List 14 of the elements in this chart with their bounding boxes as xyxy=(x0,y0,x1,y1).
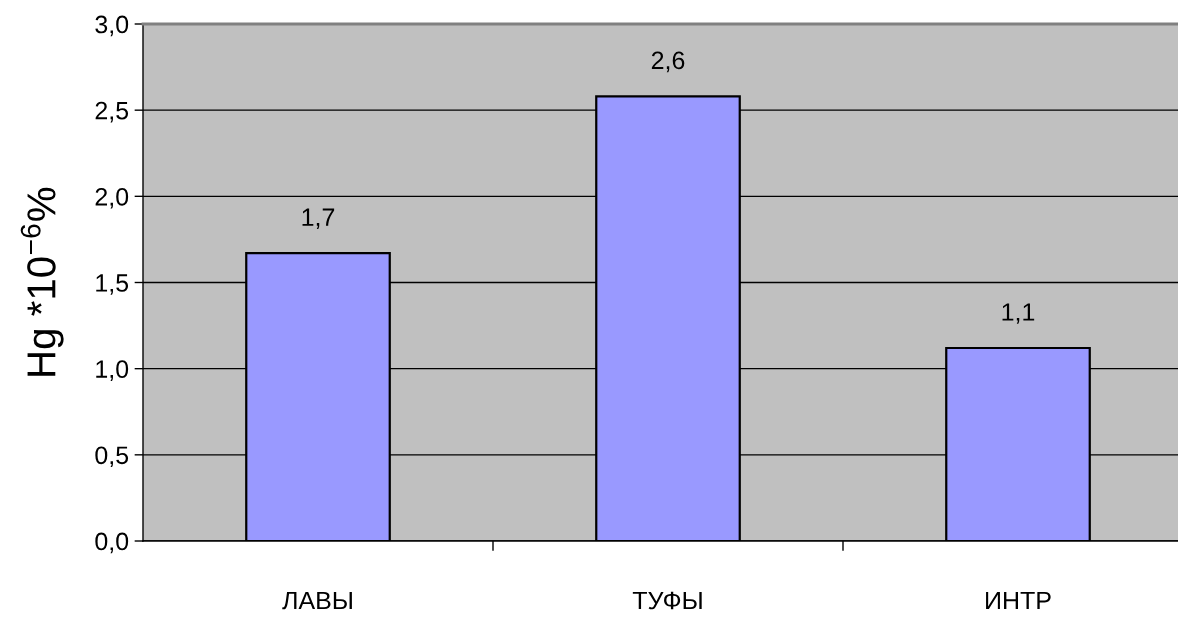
x-tick-label: ЛАВЫ xyxy=(282,591,352,610)
data-label: 2,6 xyxy=(651,51,685,73)
y-tick-label: 2,5 xyxy=(95,101,129,123)
y-tick-label: 2,0 xyxy=(95,187,129,209)
x-tick-label: ИНТР xyxy=(986,591,1051,610)
x-tick-label: ТУФЫ xyxy=(632,591,702,610)
y-tick-label: 0,0 xyxy=(95,532,129,554)
y-tick-label: 1,5 xyxy=(96,274,129,295)
data-label: 1,7 xyxy=(302,208,335,229)
y-tick-label: 1,0 xyxy=(96,360,129,381)
data-label: 1,1 xyxy=(1002,303,1035,324)
y-tick-label: 0,5 xyxy=(95,446,129,468)
y-tick-label: 3,0 xyxy=(95,15,129,37)
y-axis-title: Hg *10$^{−6}$% xyxy=(20,187,64,376)
